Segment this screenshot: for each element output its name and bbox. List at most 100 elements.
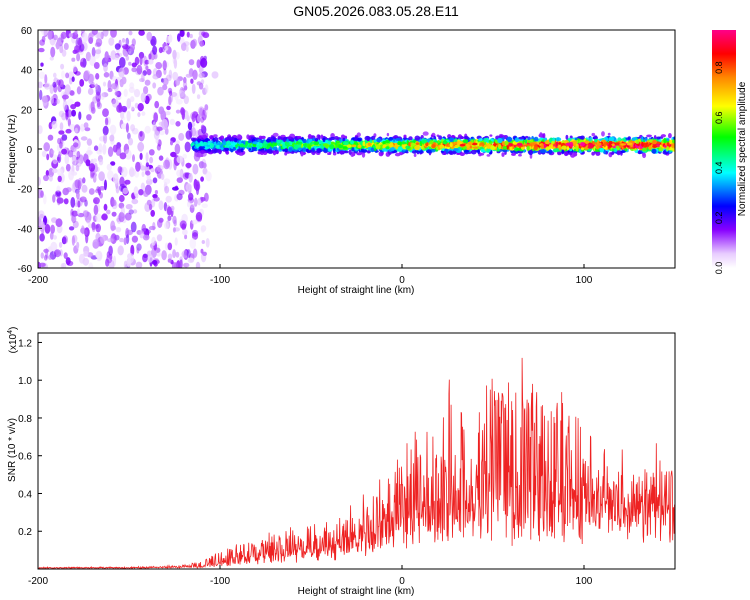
heatmap-cell bbox=[156, 126, 163, 132]
heatmap-cell bbox=[145, 152, 149, 163]
y-tick-label: -20 bbox=[18, 185, 33, 196]
heatmap-cell bbox=[356, 152, 363, 156]
heatmap-cell bbox=[327, 142, 332, 145]
colorbar: 0.0 0.2 0.4 0.6 0.8 Normalized spectral ampl… bbox=[712, 30, 748, 274]
heatmap-cell bbox=[109, 134, 115, 142]
heatmap-cell bbox=[668, 133, 672, 139]
snr-panel: -200 -100 0 100 0.2 0.4 0.6 0.8 1.0 1.2 Height o… bbox=[7, 327, 676, 597]
heatmap-cell bbox=[78, 111, 82, 120]
heatmap-cell bbox=[430, 134, 434, 138]
heatmap-cell bbox=[184, 234, 188, 240]
heatmap-cell bbox=[157, 86, 164, 96]
snr-x-ticks: -200 -100 0 100 bbox=[28, 565, 593, 587]
heatmap-cell bbox=[38, 81, 43, 89]
heatmap-cell bbox=[342, 146, 348, 149]
heatmap-cell bbox=[222, 140, 226, 146]
heatmap-cell bbox=[486, 154, 491, 157]
heatmap-cell bbox=[102, 30, 109, 37]
heatmap-cell bbox=[344, 135, 348, 140]
heatmap-cell bbox=[318, 134, 321, 141]
heatmap-cell bbox=[103, 203, 108, 211]
heatmap-cell bbox=[339, 151, 345, 155]
heatmap-cell bbox=[186, 249, 191, 258]
heatmap-cell bbox=[666, 142, 670, 147]
heatmap-cell bbox=[125, 122, 129, 133]
heatmap-cell bbox=[351, 144, 357, 148]
heatmap-cell bbox=[176, 193, 183, 201]
heatmap-cell bbox=[71, 76, 75, 82]
heatmap-cell bbox=[426, 149, 432, 154]
heatmap-cell bbox=[79, 79, 85, 87]
heatmap-cell bbox=[282, 136, 286, 143]
heatmap-cell bbox=[218, 148, 222, 155]
heatmap-cell bbox=[335, 140, 340, 144]
heatmap-cell bbox=[102, 125, 109, 136]
heatmap-cell bbox=[145, 170, 151, 176]
heatmap-cell bbox=[136, 64, 143, 75]
heatmap-cell bbox=[95, 91, 101, 102]
heatmap-cell bbox=[138, 189, 144, 196]
heatmap-cell bbox=[555, 141, 559, 146]
heatmap-cell bbox=[74, 45, 80, 54]
heatmap-cell bbox=[109, 124, 117, 135]
heatmap-cell bbox=[181, 42, 187, 51]
heatmap-cell bbox=[261, 143, 266, 147]
heatmap-cell bbox=[367, 142, 372, 146]
heatmap-cell bbox=[141, 171, 145, 178]
heatmap-cell bbox=[563, 151, 569, 157]
spectrogram-x-label: Height of straight line (km) bbox=[298, 285, 415, 296]
heatmap-cell bbox=[528, 140, 531, 144]
heatmap-cell bbox=[370, 147, 375, 153]
heatmap-cell bbox=[183, 85, 188, 91]
heatmap-cell bbox=[164, 242, 169, 251]
x-tick-label: 0 bbox=[399, 576, 405, 587]
heatmap-cell bbox=[75, 164, 80, 172]
heatmap-cell bbox=[357, 144, 362, 149]
heatmap-cell bbox=[107, 238, 114, 243]
heatmap-cell bbox=[124, 149, 132, 160]
heatmap-cell bbox=[608, 143, 612, 148]
heatmap-cell bbox=[344, 150, 349, 154]
heatmap-cell bbox=[329, 144, 335, 150]
heatmap-cell bbox=[518, 136, 525, 140]
heatmap-cell bbox=[130, 221, 137, 233]
heatmap-cell bbox=[438, 135, 442, 140]
heatmap-cell bbox=[68, 226, 75, 231]
heatmap-cell bbox=[57, 175, 62, 183]
heatmap-cell bbox=[131, 198, 139, 205]
heatmap-cell bbox=[181, 250, 189, 259]
y-tick-label: 0.8 bbox=[18, 414, 32, 425]
heatmap-cell bbox=[362, 141, 366, 147]
x-tick-label: 100 bbox=[576, 576, 593, 587]
heatmap-cell bbox=[312, 148, 315, 153]
heatmap-cell bbox=[95, 73, 100, 80]
heatmap-cell bbox=[140, 182, 146, 192]
heatmap-cell bbox=[201, 240, 205, 244]
heatmap-cell bbox=[118, 67, 125, 78]
heatmap-cell bbox=[123, 260, 128, 268]
heatmap-cell bbox=[164, 185, 170, 194]
heatmap-cell bbox=[71, 235, 75, 246]
heatmap-cell bbox=[627, 136, 631, 140]
heatmap-cell bbox=[620, 150, 626, 154]
heatmap-cell bbox=[408, 136, 413, 141]
heatmap-cell bbox=[178, 132, 185, 141]
heatmap-cell bbox=[74, 179, 81, 189]
heatmap-cell bbox=[154, 100, 160, 109]
heatmap-cell bbox=[631, 137, 637, 141]
heatmap-cell bbox=[568, 141, 574, 147]
heatmap-cell bbox=[287, 136, 292, 140]
heatmap-cell bbox=[95, 49, 102, 55]
heatmap-cell bbox=[167, 242, 173, 251]
heatmap-cell bbox=[112, 199, 117, 206]
heatmap-cell bbox=[182, 80, 188, 89]
heatmap-cell bbox=[302, 138, 307, 143]
heatmap-cell bbox=[608, 140, 613, 145]
heatmap-cell bbox=[448, 150, 453, 155]
heatmap-cell bbox=[652, 139, 657, 145]
heatmap-cell bbox=[297, 135, 302, 139]
heatmap-cell bbox=[449, 137, 454, 142]
heatmap-cell bbox=[77, 200, 81, 208]
heatmap-cell bbox=[671, 143, 675, 148]
heatmap-cell bbox=[635, 139, 640, 144]
